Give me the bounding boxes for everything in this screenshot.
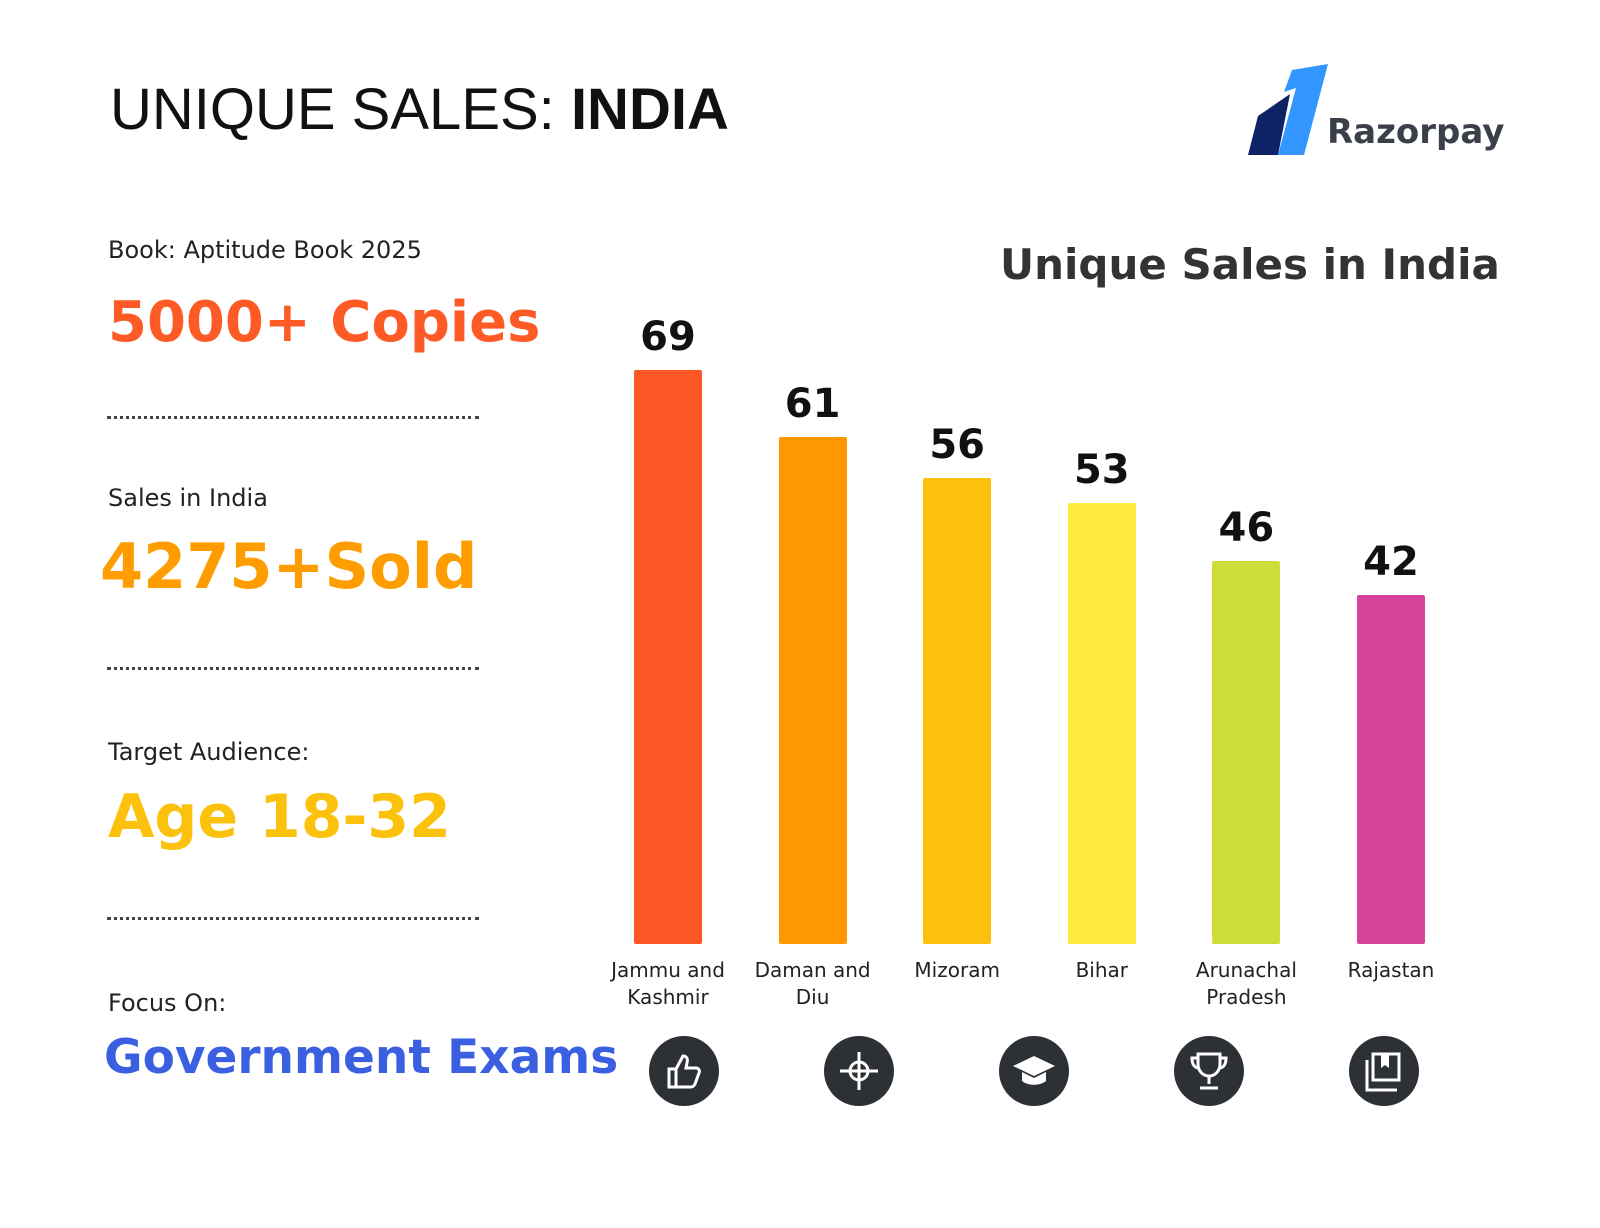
chart-title: Unique Sales in India bbox=[1000, 240, 1500, 289]
stat-label: Target Audience: bbox=[108, 738, 310, 766]
bar bbox=[1067, 503, 1136, 944]
title: UNIQUE SALES: INDIA bbox=[110, 76, 729, 143]
stat-value: Government Exams bbox=[104, 1030, 619, 1085]
data-label: 56 bbox=[929, 422, 986, 469]
data-label: 69 bbox=[640, 314, 696, 360]
bar bbox=[1357, 594, 1425, 944]
x-tick-label: Daman and Diu bbox=[754, 958, 871, 1009]
stat-value: 5000+ Copies bbox=[108, 290, 541, 355]
bar bbox=[923, 478, 992, 944]
icon-graduation bbox=[999, 1036, 1069, 1106]
x-tick-label: Mizoram bbox=[914, 958, 1000, 982]
divider bbox=[107, 917, 479, 920]
stat-value: 4275+Sold bbox=[100, 530, 478, 603]
stat-label: Book: Aptitude Book 2025 bbox=[108, 236, 422, 264]
title-text: UNIQUE SALES: bbox=[110, 77, 555, 142]
icon-target bbox=[824, 1036, 894, 1106]
divider bbox=[107, 667, 479, 670]
icon-book bbox=[1349, 1036, 1419, 1106]
bar bbox=[1212, 561, 1281, 944]
x-tick-label: Rajastan bbox=[1347, 958, 1435, 982]
data-label: 42 bbox=[1363, 538, 1419, 585]
stat-value: Age 18-32 bbox=[108, 782, 451, 852]
title-bold: INDIA bbox=[570, 77, 729, 142]
bar bbox=[634, 370, 702, 944]
brand-logo bbox=[1248, 64, 1328, 155]
data-label: 46 bbox=[1218, 505, 1275, 552]
x-tick-label: Jammu and Kashmir bbox=[611, 958, 725, 1009]
brand-name: Razorpay bbox=[1327, 112, 1505, 152]
data-label: 61 bbox=[784, 380, 841, 427]
x-tick-label: Bihar bbox=[1075, 958, 1129, 982]
data-label: 53 bbox=[1073, 447, 1130, 494]
divider bbox=[107, 416, 479, 419]
bar bbox=[778, 436, 847, 944]
x-tick-label: Arunachal Pradesh bbox=[1195, 958, 1297, 1009]
icon-trophy bbox=[1174, 1036, 1244, 1106]
stat-label: Focus On: bbox=[108, 989, 227, 1017]
icon-thumb bbox=[649, 1036, 719, 1106]
stat-label: Sales in India bbox=[108, 484, 268, 512]
